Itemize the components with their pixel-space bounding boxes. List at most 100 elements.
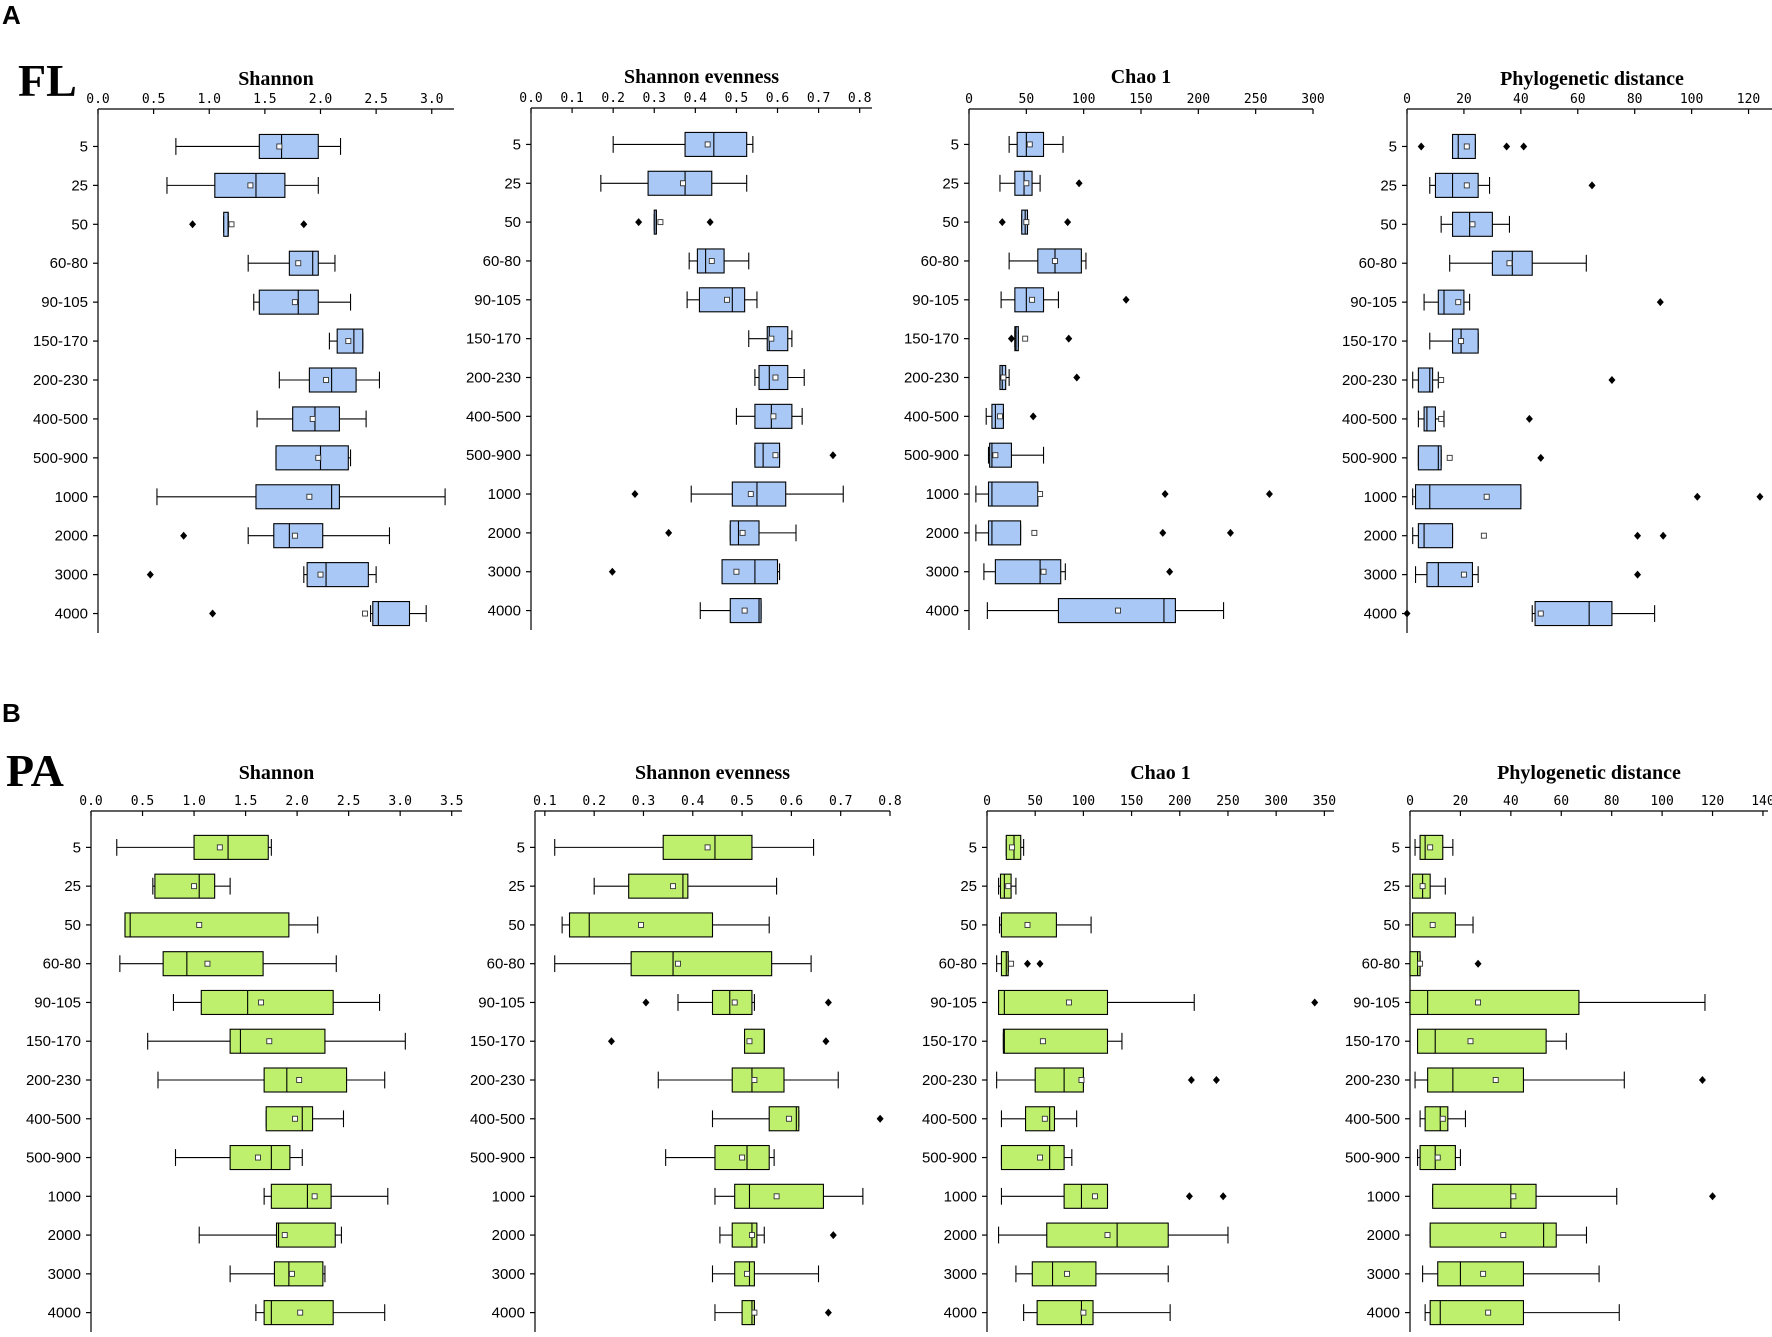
outlier-marker bbox=[665, 528, 673, 537]
x-tick-label: 0.5 bbox=[142, 92, 165, 107]
mean-marker bbox=[1064, 1270, 1070, 1277]
x-tick-label: 0 bbox=[1403, 92, 1411, 107]
box-iqr bbox=[1037, 248, 1082, 274]
category-label: 500-900 bbox=[470, 1150, 525, 1167]
x-tick-label: 2.5 bbox=[364, 92, 387, 107]
mean-marker bbox=[1040, 568, 1047, 575]
x-tick-label: 1.5 bbox=[253, 92, 276, 107]
x-tick-label: 250 bbox=[1244, 92, 1267, 107]
outlier-marker bbox=[1588, 181, 1596, 190]
x-tick-label: 3.5 bbox=[440, 794, 463, 809]
x-tick-label: 50 bbox=[1019, 92, 1035, 107]
mean-marker bbox=[289, 1270, 295, 1277]
outlier-marker bbox=[1187, 1076, 1195, 1084]
mean-marker bbox=[276, 143, 283, 150]
outlier-marker bbox=[1698, 1076, 1706, 1084]
category-label: 1000 bbox=[488, 486, 521, 503]
chart-title: Chao 1 bbox=[1130, 762, 1191, 784]
mean-marker bbox=[768, 335, 775, 342]
box-iqr bbox=[994, 559, 1062, 585]
box-iqr bbox=[1000, 951, 1009, 977]
box-iqr bbox=[1414, 484, 1522, 510]
outlier-marker bbox=[1122, 295, 1130, 304]
box-iqr bbox=[1417, 1028, 1547, 1054]
outlier-marker bbox=[1311, 998, 1319, 1007]
x-tick-label: 100 bbox=[1650, 794, 1673, 809]
box-iqr bbox=[1427, 1067, 1525, 1093]
box-iqr bbox=[1417, 445, 1442, 471]
box-iqr bbox=[989, 442, 1012, 468]
mean-marker bbox=[704, 141, 711, 148]
outlier-marker bbox=[829, 451, 837, 460]
mean-marker bbox=[291, 532, 298, 539]
x-tick-label: 60 bbox=[1570, 92, 1586, 107]
category-label: 60-80 bbox=[1359, 255, 1397, 272]
x-tick-label: 2.0 bbox=[309, 92, 332, 107]
mean-marker bbox=[1039, 1038, 1046, 1045]
outlier-marker bbox=[1403, 609, 1411, 618]
box-iqr bbox=[270, 1183, 332, 1209]
mean-marker bbox=[309, 415, 316, 422]
x-tick-label: 150 bbox=[1129, 92, 1152, 107]
mean-marker bbox=[1023, 219, 1030, 226]
outlier-marker bbox=[1007, 334, 1015, 343]
category-label: 25 bbox=[1383, 878, 1400, 895]
outlier-marker bbox=[824, 1308, 832, 1317]
category-label: 3000 bbox=[1364, 567, 1397, 584]
mean-marker bbox=[708, 258, 715, 264]
category-label: 400-500 bbox=[1345, 1111, 1400, 1128]
category-label: 50 bbox=[71, 216, 88, 233]
category-label: 400-500 bbox=[33, 411, 88, 428]
box-iqr bbox=[229, 1028, 326, 1054]
box-iqr bbox=[258, 289, 319, 315]
mean-marker bbox=[362, 610, 368, 617]
box-iqr bbox=[162, 951, 264, 977]
mean-marker bbox=[1029, 296, 1036, 303]
category-label: 90-105 bbox=[41, 294, 88, 311]
outlier-marker bbox=[1161, 490, 1169, 499]
category-label: 5 bbox=[1392, 839, 1400, 856]
mean-marker bbox=[1427, 844, 1434, 851]
category-label: 200-230 bbox=[922, 1072, 977, 1089]
box-iqr bbox=[1014, 326, 1019, 352]
panel-letter-a: A bbox=[2, 0, 21, 30]
box-iqr bbox=[193, 834, 269, 860]
chart-a-phylogenetic-distance: Phylogenetic distance 0 20 40 60 80 100 120 5 25 5… bbox=[1342, 68, 1772, 633]
category-label: 90-105 bbox=[930, 994, 977, 1011]
outlier-marker bbox=[1537, 453, 1545, 462]
mean-marker bbox=[1438, 377, 1445, 383]
category-label: 3000 bbox=[926, 564, 959, 581]
chart-a-shannon-evenness: Shannon evenness 0.0 0.1 0.2 0.3 0.4 0.5 0.6 0.7… bbox=[466, 66, 872, 630]
group-label-fl: FL bbox=[18, 55, 77, 106]
box-iqr bbox=[1424, 1106, 1449, 1132]
chart-title: Shannon evenness bbox=[624, 66, 779, 88]
box-iqr bbox=[721, 559, 779, 585]
outlier-marker bbox=[146, 570, 154, 579]
category-label: 3000 bbox=[944, 1266, 977, 1283]
box-iqr bbox=[998, 989, 1109, 1016]
x-tick-label: 0.6 bbox=[766, 91, 789, 106]
mean-marker bbox=[196, 921, 203, 928]
category-label: 25 bbox=[504, 175, 521, 192]
mean-marker bbox=[772, 452, 779, 459]
category-label: 90-105 bbox=[474, 292, 521, 309]
chart-b-chao-1: Chao 1 0 50 100 150 200 250 300 350 5 25 50 60-80 90-… bbox=[922, 762, 1336, 1332]
category-label: 50 bbox=[508, 917, 525, 934]
box-iqr bbox=[698, 287, 746, 313]
mean-marker bbox=[1026, 141, 1033, 148]
box-iqr bbox=[731, 1067, 785, 1093]
outlier-marker bbox=[1756, 492, 1764, 501]
category-label: 4000 bbox=[48, 1305, 81, 1322]
category-label: 1000 bbox=[1367, 1188, 1400, 1205]
mean-marker bbox=[1434, 1154, 1441, 1161]
x-tick-label: 80 bbox=[1627, 92, 1643, 107]
outlier-marker bbox=[1219, 1192, 1227, 1201]
x-tick-label: 100 bbox=[1072, 794, 1095, 809]
category-label: 5 bbox=[1389, 138, 1397, 155]
category-label: 2000 bbox=[55, 528, 88, 545]
x-tick-label: 200 bbox=[1168, 794, 1191, 809]
mean-marker bbox=[1510, 1193, 1517, 1200]
outlier-marker bbox=[1525, 414, 1533, 423]
box-iqr bbox=[273, 1261, 324, 1287]
box-iqr bbox=[1034, 1067, 1084, 1093]
